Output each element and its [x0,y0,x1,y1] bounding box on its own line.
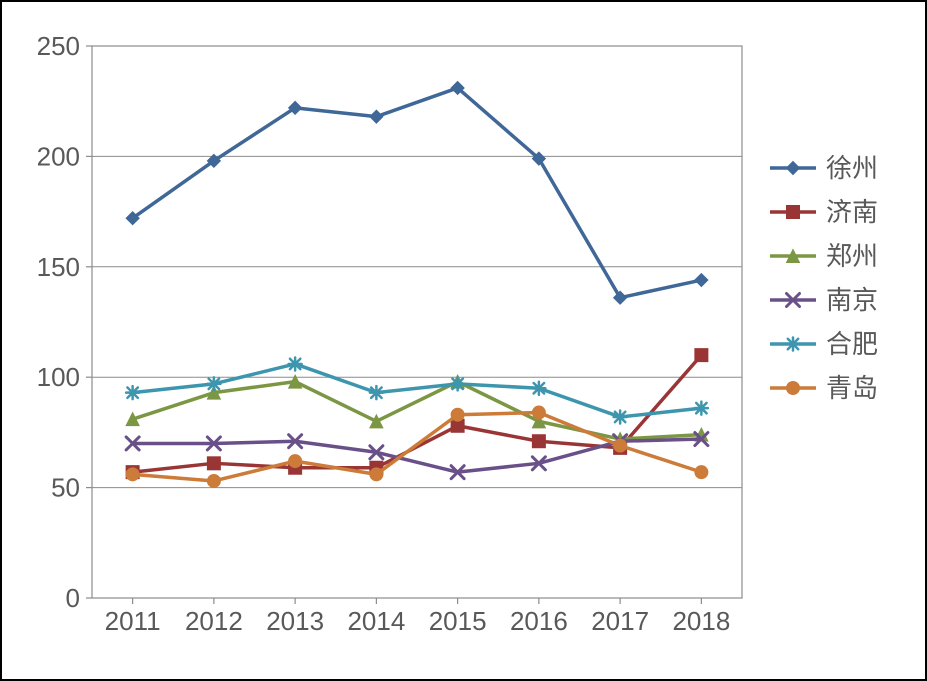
circle-marker [614,439,627,452]
legend-label: 徐州 [826,153,878,183]
legend-item: 徐州 [770,153,878,183]
x-tick-label: 2016 [510,606,568,636]
square-marker [207,457,220,470]
line-chart-svg: 0 50 100 150 200 250 2011 2012 2013 2014 2015 2016 2… [22,28,907,655]
star-marker [207,377,220,390]
legend-label: 合肥 [826,329,878,359]
circle-marker [787,382,800,395]
legend-item: 南京 [770,285,878,315]
circle-marker [532,406,545,419]
circle-marker [126,468,139,481]
y-tick-label: 250 [37,31,80,61]
circle-marker [451,408,464,421]
star-marker [787,338,800,351]
x-tick-label: 2012 [185,606,243,636]
circle-marker [695,466,708,479]
legend-label: 南京 [826,285,878,315]
star-marker [614,410,627,423]
x-tick-label: 2014 [347,606,405,636]
legend-item: 郑州 [770,241,878,271]
plot-area [92,46,742,598]
chart-container: 0 50 100 150 200 250 2011 2012 2013 2014 2015 2016 2… [22,28,907,655]
star-marker [126,386,139,399]
x-tick-label: 2011 [105,606,161,636]
legend-item: 青岛 [770,373,878,403]
diamond-marker [787,162,800,175]
legend-label: 济南 [826,197,878,227]
y-tick-label: 150 [37,252,80,282]
x-tick-label: 2013 [266,606,324,636]
star-marker [451,377,464,390]
y-tick-label: 50 [51,473,80,503]
y-tick-label: 100 [37,362,80,392]
circle-marker [207,474,220,487]
star-marker [695,402,708,415]
square-marker [695,349,708,362]
star-marker [289,357,302,370]
chart-outer-frame: 0 50 100 150 200 250 2011 2012 2013 2014 2015 2016 2… [0,0,927,681]
square-marker [532,435,545,448]
x-tick-label: 2015 [429,606,487,636]
legend-label: 青岛 [826,373,878,403]
star-marker [532,382,545,395]
circle-marker [289,455,302,468]
x-tick-label: 2017 [591,606,649,636]
y-tick-label: 0 [66,583,80,613]
circle-marker [370,468,383,481]
legend-item: 合肥 [770,329,878,359]
star-marker [370,386,383,399]
y-tick-label: 200 [37,141,80,171]
square-marker [787,206,800,219]
legend-item: 济南 [770,197,878,227]
x-tick-label: 2018 [672,606,730,636]
legend-label: 郑州 [826,241,878,271]
